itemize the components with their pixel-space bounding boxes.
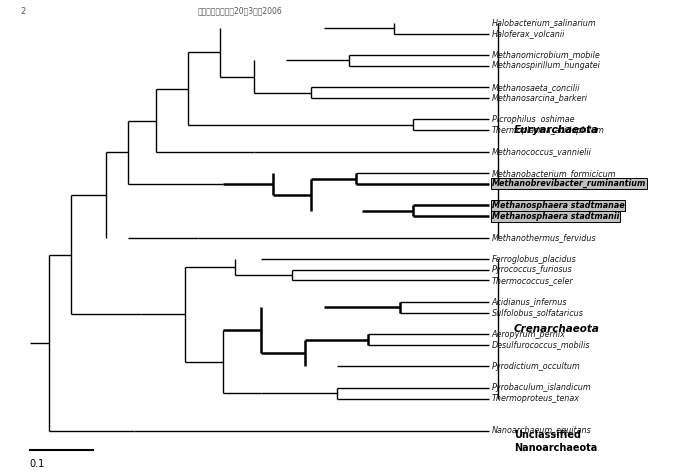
Text: Methanobrevibacter_ruminantium: Methanobrevibacter_ruminantium (492, 179, 646, 188)
Text: Methanococcus_vannielii: Methanococcus_vannielii (492, 147, 592, 156)
Text: Methanomicrobium_mobile: Methanomicrobium_mobile (492, 50, 601, 59)
Text: Pyrobaculum_islandicum: Pyrobaculum_islandicum (492, 383, 591, 392)
Text: Acidianus_infernus: Acidianus_infernus (492, 298, 567, 307)
Text: Methanosaeta_concilii: Methanosaeta_concilii (492, 83, 580, 92)
Text: Nanoarchaeum_equitans: Nanoarchaeum_equitans (492, 426, 591, 435)
Text: 0.1: 0.1 (30, 459, 45, 469)
Text: Euryarchaeota: Euryarchaeota (514, 125, 599, 135)
Text: Methanobacterium_formicicum: Methanobacterium_formicicum (492, 169, 616, 178)
Text: Crenarchaeota: Crenarchaeota (514, 324, 599, 334)
Text: Desulfurococcus_mobilis: Desulfurococcus_mobilis (492, 341, 590, 349)
Text: Unclassified
Nanoarchaeota: Unclassified Nanoarchaeota (514, 430, 597, 453)
Text: Ferroglobus_placidus: Ferroglobus_placidus (492, 254, 576, 263)
Text: Haloferax_volcanii: Haloferax_volcanii (492, 29, 565, 38)
Text: Aeropyrum_pernix: Aeropyrum_pernix (492, 330, 566, 339)
Text: Methanosphaera stadtmanii: Methanosphaera stadtmanii (492, 211, 619, 220)
Text: Sulfolobus_solfataricus: Sulfolobus_solfataricus (492, 308, 584, 317)
Text: Thermoplasma_acidophilum: Thermoplasma_acidophilum (492, 126, 605, 135)
Text: Thermoproteus_tenax: Thermoproteus_tenax (492, 394, 580, 403)
Text: 2: 2 (21, 7, 25, 16)
Text: Methanosphaera stadtmanae: Methanosphaera stadtmanae (492, 201, 624, 210)
Text: Halobacterium_salinarium: Halobacterium_salinarium (492, 18, 597, 27)
Text: Methanospirillum_hungatei: Methanospirillum_hungatei (492, 61, 601, 70)
Text: Pyrodictium_occultum: Pyrodictium_occultum (492, 362, 580, 371)
Text: Pyrococcus_furiosus: Pyrococcus_furiosus (492, 265, 573, 274)
Text: Thermococcus_celer: Thermococcus_celer (492, 276, 573, 285)
Text: Picrophilus  oshimae: Picrophilus oshimae (492, 115, 574, 124)
Text: Methanothermus_fervidus: Methanothermus_fervidus (492, 233, 597, 242)
Text: Methanosarcina_barkeri: Methanosarcina_barkeri (492, 94, 588, 103)
Text: 腸内細菌学雑誌　20巻3号　2006: 腸内細菌学雑誌 20巻3号 2006 (197, 7, 282, 16)
